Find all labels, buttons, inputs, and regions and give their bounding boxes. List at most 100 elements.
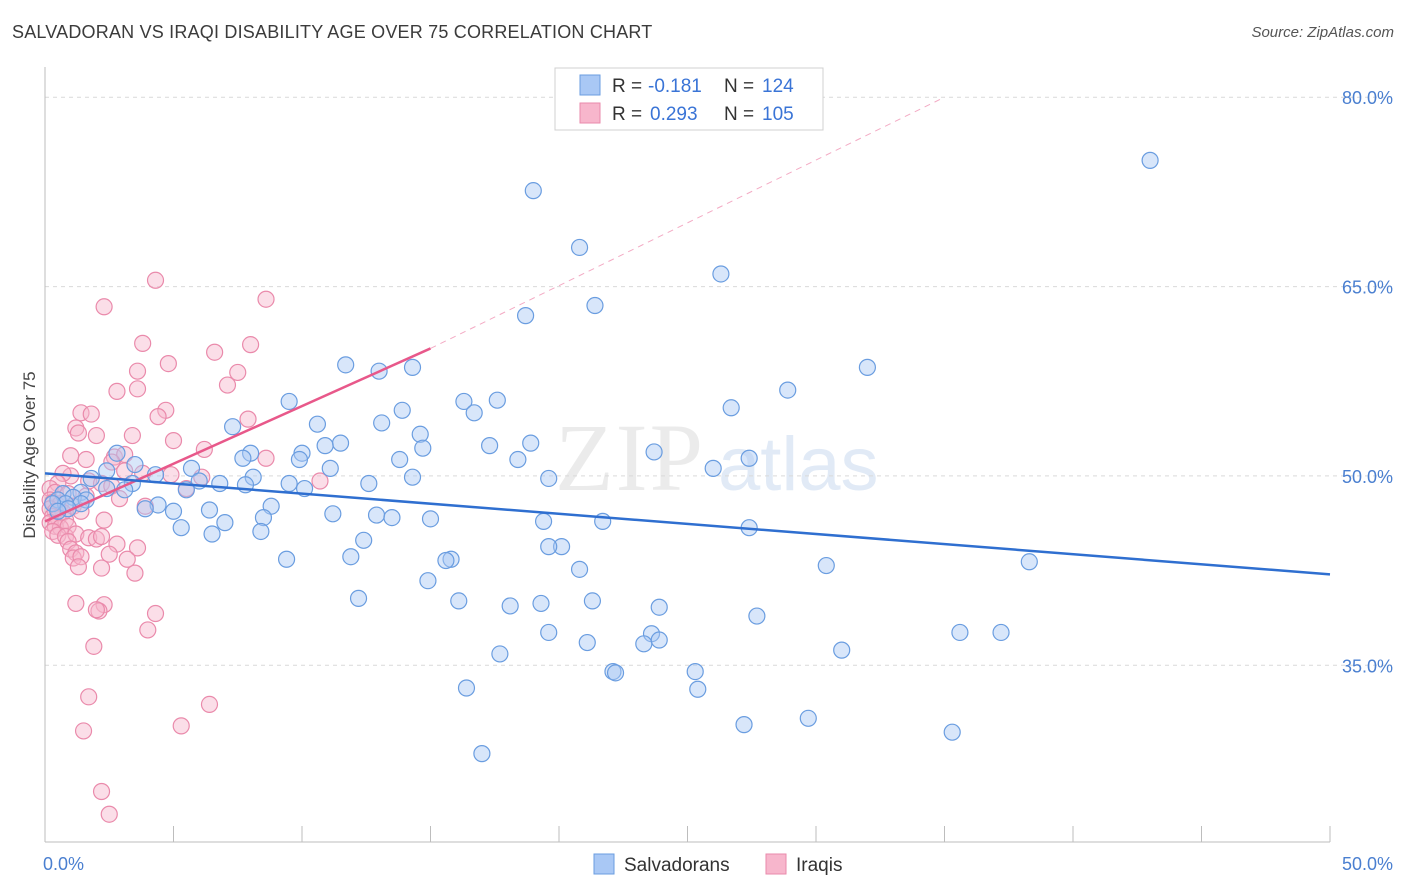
x-tick-labels: 0.0% 50.0% [43, 854, 1393, 874]
iraqi-point-10 [108, 382, 126, 400]
salvadoran-point-32 [509, 450, 527, 469]
iraqi-point-91 [172, 717, 190, 735]
iraqi-point-78 [100, 545, 118, 563]
salvadoran-point-79 [252, 522, 270, 541]
salvadoran-point-5 [516, 307, 535, 325]
iraqi-point-15 [149, 408, 167, 426]
legend-n-label-1: N = [724, 104, 754, 125]
salvadoran-point-74 [254, 508, 273, 527]
iraqi-point-89 [80, 688, 98, 706]
legend-n-value-1: 105 [762, 104, 794, 125]
iraqi-point-35 [311, 472, 329, 490]
bottom-label-salvadorans: Salvadorans [624, 855, 730, 876]
salvadoran-point-97 [748, 607, 766, 625]
iraqi-point-79 [69, 558, 88, 576]
iraqi-point-3 [134, 334, 152, 352]
iraqi-point-23 [62, 447, 80, 465]
iraqi-point-76 [72, 548, 90, 566]
salvadoran-point-84 [540, 538, 558, 556]
legend-r-value-0: -0.181 [648, 76, 702, 97]
salvadoran-point-105 [650, 631, 668, 649]
salvadoran-point-68 [136, 500, 154, 518]
iraqi-point-69 [92, 527, 111, 546]
salvadoran-point-31 [391, 450, 409, 469]
iraqi-point-7 [128, 362, 147, 380]
salvadoran-point-19 [373, 414, 391, 432]
iraqi-point-21 [164, 431, 183, 450]
iraqi-point-13 [82, 405, 100, 423]
legend-r-label-1: R = [612, 104, 642, 125]
watermark: ZIP atlas [555, 404, 879, 511]
salvadoran-point-47 [211, 474, 229, 493]
salvadoran-point-71 [367, 506, 386, 524]
iraqi-point-11 [128, 380, 147, 398]
salvadoran-point-22 [316, 437, 334, 455]
iraqi-point-8 [229, 363, 247, 382]
iraqi-point-58 [95, 511, 113, 529]
salvadoran-point-83 [552, 538, 571, 556]
salvadoran-point-104 [635, 635, 653, 653]
salvadoran-trend-line [44, 472, 1331, 576]
salvadoran-point-108 [491, 645, 509, 663]
salvadoran-point-82 [355, 531, 373, 549]
iraqi-point-88 [85, 637, 103, 655]
iraqi-point-6 [159, 354, 177, 373]
salvadoran-point-37 [704, 459, 722, 477]
bottom-swatch-iraqis [765, 853, 787, 875]
salvadoran-point-26 [645, 443, 663, 461]
salvadoran-point-0 [1141, 151, 1159, 169]
salvadoran-point-90 [1020, 553, 1038, 571]
salvadoran-points [44, 151, 1159, 763]
salvadoran-point-15 [393, 401, 411, 419]
salvadoran-point-13 [455, 392, 473, 411]
salvadoran-point-114 [735, 716, 753, 734]
salvadoran-point-4 [586, 296, 604, 315]
source-label: Source: ZipAtlas.com [1251, 24, 1394, 41]
salvadoran-point-67 [200, 501, 219, 519]
chart-title: SALVADORAN VS IRAQI DISABILITY AGE OVER … [12, 22, 653, 42]
iraqi-point-84 [146, 604, 165, 623]
salvadoran-point-113 [457, 679, 476, 697]
salvadoran-point-115 [799, 709, 817, 727]
salvadoran-point-75 [216, 514, 234, 532]
salvadoran-point-50 [360, 474, 378, 493]
salvadoran-point-85 [342, 548, 360, 566]
salvadoran-point-36 [321, 459, 339, 477]
salvadoran-point-25 [414, 439, 432, 457]
salvadoran-point-80 [203, 525, 221, 543]
iraqi-point-19 [87, 426, 106, 445]
y-axis-label: Disability Age Over 75 [20, 371, 39, 538]
y-tick-labels: 35.0% 50.0% 65.0% 80.0% [1342, 88, 1393, 676]
y-tick-label-0: 35.0% [1342, 656, 1393, 676]
iraqi-point-2 [95, 298, 113, 316]
x-tick-label-end: 50.0% [1342, 854, 1393, 874]
iraqi-point-72 [128, 539, 147, 557]
x-tick-label-start: 0.0% [43, 854, 84, 874]
correlation-legend: R = -0.181 N = 124 R = 0.293 N = 105 [554, 67, 824, 131]
legend-swatch-salvadorans [579, 74, 601, 96]
salvadoran-point-99 [532, 594, 550, 613]
iraqi-point-82 [67, 594, 85, 613]
salvadoran-point-72 [383, 508, 401, 527]
y-tick-label-1: 50.0% [1342, 467, 1393, 487]
salvadoran-point-44 [403, 468, 422, 486]
iraqi-points [41, 271, 329, 823]
salvadoran-point-2 [570, 238, 589, 257]
salvadoran-point-49 [280, 474, 298, 493]
salvadoran-point-3 [712, 265, 730, 283]
salvadoran-point-78 [172, 519, 190, 537]
salvadoran-point-92 [419, 572, 437, 590]
salvadoran-point-106 [578, 633, 596, 652]
salvadoran-point-69 [164, 502, 183, 520]
iraqi-point-38 [92, 474, 111, 493]
salvadoran-point-95 [501, 597, 519, 615]
y-tick-label-2: 65.0% [1342, 278, 1393, 298]
legend-r-value-1: 0.293 [650, 104, 698, 125]
salvadoran-point-33 [740, 449, 758, 467]
iraqi-point-77 [118, 550, 136, 568]
iraqi-point-5 [242, 336, 260, 354]
salvadoran-point-93 [450, 592, 468, 610]
bottom-label-iraqis: Iraqis [796, 855, 842, 876]
salvadoran-point-10 [779, 381, 797, 399]
grid-lines [45, 96, 1392, 666]
